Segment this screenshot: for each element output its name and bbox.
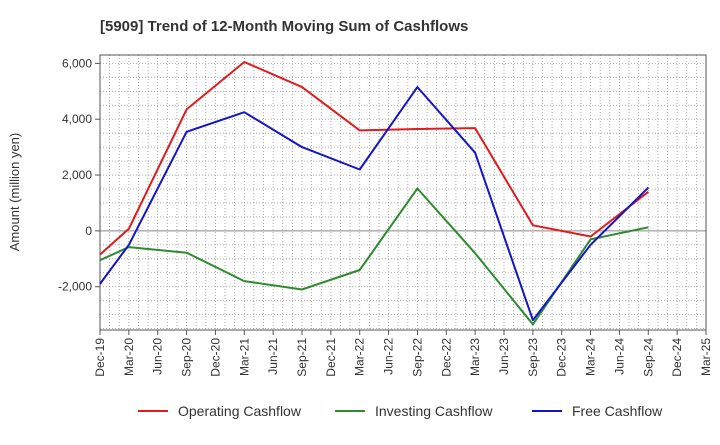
x-tick-label: Mar-21 bbox=[237, 338, 251, 376]
x-tick-label: Sep-23 bbox=[526, 338, 540, 377]
x-tick-label: Sep-21 bbox=[295, 338, 309, 377]
x-tick-label: Dec-21 bbox=[324, 338, 338, 377]
x-tick-label: Sep-20 bbox=[180, 338, 194, 377]
x-tick-label: Sep-24 bbox=[641, 338, 655, 377]
legend-label-free-cashflow: Free Cashflow bbox=[572, 403, 663, 419]
x-tick-label: Dec-22 bbox=[439, 338, 453, 377]
legend-label-investing-cashflow: Investing Cashflow bbox=[375, 403, 493, 419]
x-tick-label: Jun-20 bbox=[151, 338, 165, 375]
legend-label-operating-cashflow: Operating Cashflow bbox=[178, 403, 302, 419]
x-tick-label: Mar-24 bbox=[584, 338, 598, 376]
y-tick-label: 2,000 bbox=[62, 168, 92, 182]
x-tick-label: Jun-22 bbox=[382, 338, 396, 375]
x-tick-label: Dec-24 bbox=[670, 338, 684, 377]
x-tick-label: Mar-22 bbox=[353, 338, 367, 376]
x-tick-label: Dec-20 bbox=[208, 338, 222, 377]
x-tick-label: Mar-23 bbox=[468, 338, 482, 376]
x-tick-label: Mar-25 bbox=[699, 338, 713, 376]
x-tick-label: Jun-23 bbox=[497, 338, 511, 375]
y-tick-label: 6,000 bbox=[62, 56, 92, 70]
legend: Operating Cashflow Investing Cashflow Free… bbox=[138, 403, 663, 419]
x-tick-label: Jun-21 bbox=[266, 338, 280, 375]
y-axis-label: Amount (million yen) bbox=[7, 133, 22, 252]
chart-title: [5909] Trend of 12-Month Moving Sum of C… bbox=[100, 18, 468, 35]
y-tick-label: 0 bbox=[85, 224, 92, 238]
series-line-operating-cashflow bbox=[99, 61, 649, 256]
y-tick-label: -2,000 bbox=[58, 280, 92, 294]
plot-area: -2,000 0 2,000 4,000 6,000 Dec-19 Mar-20 Jun-20… bbox=[58, 54, 713, 377]
y-tick-label: 4,000 bbox=[62, 112, 92, 126]
x-tick-label: Jun-24 bbox=[612, 338, 626, 375]
x-tick-label: Sep-22 bbox=[410, 338, 424, 377]
plot-frame bbox=[99, 54, 707, 331]
series-line-free-cashflow bbox=[99, 86, 650, 322]
x-tick-label: Dec-19 bbox=[93, 338, 107, 377]
series-line-investing-cashflow bbox=[99, 187, 649, 326]
x-tick-label: Mar-20 bbox=[122, 338, 136, 376]
x-tick-label: Dec-23 bbox=[555, 338, 569, 377]
